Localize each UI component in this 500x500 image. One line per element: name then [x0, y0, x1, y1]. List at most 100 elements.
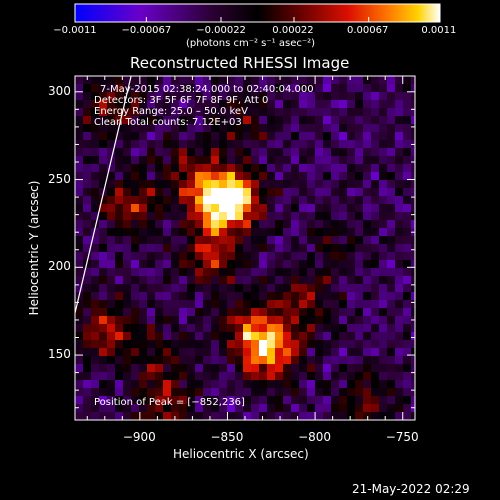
heatmap-cell	[363, 92, 372, 101]
heatmap-cell	[235, 204, 244, 213]
heatmap-cell	[275, 212, 284, 221]
heatmap-cell	[179, 76, 188, 85]
heatmap-cell	[163, 188, 172, 197]
heatmap-cell	[139, 172, 148, 181]
heatmap-cell	[411, 276, 415, 285]
heatmap-cell	[355, 148, 364, 157]
heatmap-cell	[259, 172, 268, 181]
heatmap-cell	[187, 84, 196, 93]
heatmap-cell	[235, 316, 244, 325]
heatmap-cell	[291, 356, 300, 365]
heatmap-cell	[411, 356, 415, 365]
heatmap-cell	[235, 372, 244, 381]
heatmap-cell	[379, 220, 388, 229]
heatmap-cell	[171, 308, 180, 317]
heatmap-cell	[259, 108, 268, 117]
heatmap-cell	[339, 100, 348, 109]
heatmap-cell	[235, 388, 244, 397]
heatmap-cell	[339, 132, 348, 141]
heatmap-cell	[139, 260, 148, 269]
heatmap-cell	[347, 236, 356, 245]
heatmap-cell	[243, 156, 252, 165]
heatmap-cell	[395, 220, 404, 229]
heatmap-cell	[395, 140, 404, 149]
heatmap-cell	[363, 76, 372, 85]
heatmap-cell	[331, 116, 340, 125]
heatmap-cell	[299, 236, 308, 245]
heatmap-cell	[203, 332, 212, 341]
heatmap-cell	[187, 132, 196, 141]
heatmap-cell	[179, 188, 188, 197]
heatmap-cell	[179, 348, 188, 357]
heatmap-cell	[355, 404, 364, 413]
heatmap-cell	[75, 212, 84, 221]
heatmap-cell	[283, 172, 292, 181]
heatmap-cell	[251, 364, 260, 373]
heatmap-cell	[331, 132, 340, 141]
heatmap-cell	[171, 212, 180, 221]
heatmap-cell	[283, 236, 292, 245]
heatmap-cell	[83, 84, 92, 93]
heatmap-cell	[299, 228, 308, 237]
heatmap-cell	[155, 372, 164, 381]
heatmap-cell	[307, 348, 316, 357]
heatmap-cell	[339, 276, 348, 285]
heatmap-cell	[347, 284, 356, 293]
heatmap-cell	[235, 252, 244, 261]
heatmap-cell	[331, 396, 340, 405]
heatmap-cell	[83, 116, 92, 125]
heatmap-cell	[251, 260, 260, 269]
heatmap-cell	[299, 380, 308, 389]
heatmap-cell	[259, 124, 268, 133]
heatmap-cell	[123, 180, 132, 189]
heatmap-cell	[147, 172, 156, 181]
heatmap-cell	[115, 396, 124, 405]
heatmap-cell	[99, 148, 108, 157]
heatmap-cell	[299, 92, 308, 101]
heatmap-cell	[219, 196, 228, 205]
heatmap-cell	[347, 268, 356, 277]
heatmap-cell	[347, 244, 356, 253]
heatmap-cell	[323, 156, 332, 165]
heatmap-cell	[211, 92, 220, 101]
heatmap-cell	[411, 204, 415, 213]
heatmap-cell	[131, 340, 140, 349]
heatmap-cell	[179, 268, 188, 277]
heatmap-cell	[363, 156, 372, 165]
heatmap-cell	[307, 132, 316, 141]
heatmap-cell	[83, 212, 92, 221]
x-tick-label: −800	[298, 430, 332, 444]
heatmap-cell	[267, 76, 276, 85]
heatmap-cell	[275, 396, 284, 405]
heatmap-cell	[363, 276, 372, 285]
heatmap-cell	[267, 140, 276, 149]
heatmap-cell	[323, 364, 332, 373]
heatmap-cell	[139, 196, 148, 205]
heatmap-cell	[283, 156, 292, 165]
heatmap-cell	[219, 140, 228, 149]
heatmap-cell	[83, 276, 92, 285]
heatmap-cell	[339, 308, 348, 317]
heatmap-cell	[179, 148, 188, 157]
heatmap-cell	[131, 316, 140, 325]
heatmap-cell	[187, 204, 196, 213]
heatmap-cell	[131, 220, 140, 229]
heatmap-cell	[195, 204, 204, 213]
heatmap-cell	[283, 252, 292, 261]
heatmap-cell	[283, 76, 292, 85]
heatmap-cell	[267, 276, 276, 285]
heatmap-cell	[171, 332, 180, 341]
heatmap-cell	[219, 228, 228, 237]
heatmap-cell	[91, 212, 100, 221]
heatmap-cell	[179, 412, 188, 420]
heatmap-cell	[91, 148, 100, 157]
heatmap-cell	[283, 116, 292, 125]
heatmap-cell	[355, 396, 364, 405]
heatmap-cell	[163, 356, 172, 365]
heatmap-cell	[235, 348, 244, 357]
heatmap-cell	[139, 148, 148, 157]
heatmap-cell	[99, 316, 108, 325]
heatmap-cell	[179, 84, 188, 93]
heatmap-cell	[195, 172, 204, 181]
heatmap-cell	[291, 332, 300, 341]
